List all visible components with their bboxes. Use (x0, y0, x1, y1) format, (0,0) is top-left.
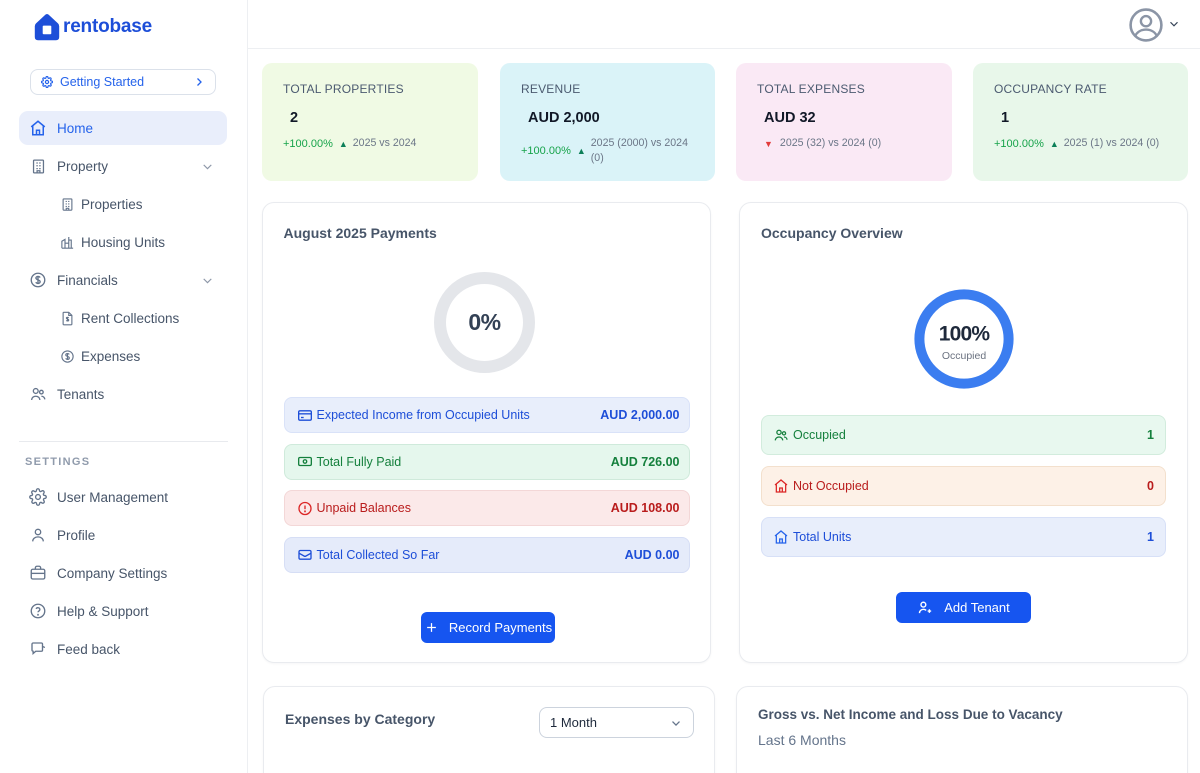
svg-text:100%: 100% (938, 323, 990, 346)
svg-text:0%: 0% (468, 309, 500, 335)
svg-text:Occupied: Occupied (941, 350, 986, 362)
